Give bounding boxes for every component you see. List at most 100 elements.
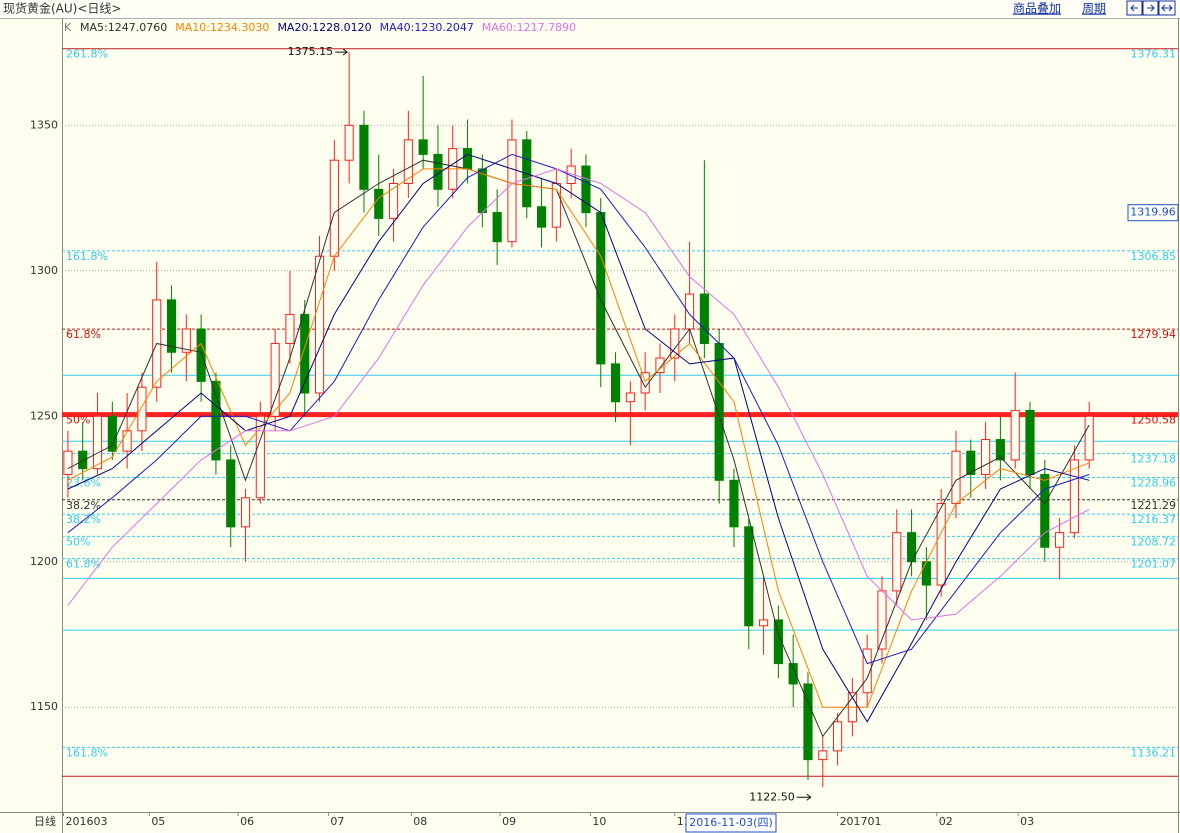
candle-body xyxy=(374,188,384,219)
candle-body xyxy=(1010,409,1020,461)
x-tick-label: 07 xyxy=(330,815,344,828)
level-label: 38.2% xyxy=(66,513,101,526)
header-bar xyxy=(0,0,1180,18)
candle-body xyxy=(818,750,828,761)
level-label: 161.8% xyxy=(66,250,108,263)
cursor-label: 2016-11-03(四) xyxy=(689,816,773,829)
low-label: 1122.50 xyxy=(749,790,795,803)
candle-body xyxy=(433,153,443,190)
candle-body xyxy=(862,648,872,694)
candle-body xyxy=(78,450,88,470)
menu-period[interactable]: 周期 xyxy=(1082,2,1106,16)
candle-body xyxy=(196,328,206,382)
period-label: 日线 xyxy=(34,814,56,828)
candle-body xyxy=(773,619,783,665)
candle-body xyxy=(462,148,473,170)
menu-overlay[interactable]: 商品叠加 xyxy=(1013,1,1061,16)
nav-right-icon xyxy=(1147,4,1155,12)
candle-body xyxy=(255,415,265,499)
level-tag: 1228.96 xyxy=(1131,476,1177,489)
price-tag-box xyxy=(1127,204,1179,222)
candle-body xyxy=(92,415,103,470)
candle-body xyxy=(1069,459,1079,534)
candle-body xyxy=(699,293,709,345)
x-tick-label: 201603 xyxy=(65,815,107,828)
x-tick-label: 10 xyxy=(592,815,606,828)
ma-line xyxy=(67,153,1090,723)
candle-body xyxy=(1040,473,1050,548)
ma-line xyxy=(67,153,1090,665)
cursor-box xyxy=(685,813,777,833)
ma-line xyxy=(67,159,1090,738)
legend-entry: MA20:1228.0120 xyxy=(277,21,371,34)
candle-body xyxy=(300,313,310,394)
candle-body xyxy=(759,619,769,627)
ma-line xyxy=(67,168,1090,708)
candle-body xyxy=(122,430,132,452)
candle-body xyxy=(951,450,961,505)
legend-entry: MA40:1230.2047 xyxy=(380,21,474,34)
high-label: 1375.15 xyxy=(288,45,334,58)
y-tick-label: 1250 xyxy=(30,409,58,422)
candle-body xyxy=(181,328,191,353)
y-tick-label: 1350 xyxy=(30,118,58,131)
ma-line xyxy=(67,168,1090,621)
candle-body xyxy=(492,212,502,243)
candle-body xyxy=(166,299,177,353)
candle-body xyxy=(655,357,665,374)
low-arrow xyxy=(796,793,812,801)
candle-body xyxy=(714,343,724,481)
candle-body xyxy=(211,380,221,461)
candle-body xyxy=(285,313,295,345)
level-tag: 1279.94 xyxy=(1131,328,1177,341)
x-tick-label: 09 xyxy=(502,815,516,828)
candle-body xyxy=(892,532,902,592)
candle-body xyxy=(1055,532,1065,548)
candle-body xyxy=(581,165,591,214)
candle-body xyxy=(833,721,843,752)
x-tick-label: 03 xyxy=(1020,815,1034,828)
candle-body xyxy=(329,159,339,257)
candle-body xyxy=(684,293,695,330)
candle-body xyxy=(240,497,251,528)
high-arrow xyxy=(335,48,348,56)
level-tag: 1208.72 xyxy=(1131,535,1177,548)
candle-body xyxy=(63,450,73,475)
price-tag: 1319.96 xyxy=(1130,206,1176,219)
candle-body xyxy=(981,439,991,475)
level-tag: 1221.29 xyxy=(1131,499,1177,512)
legend-entry: MA5:1247.0760 xyxy=(80,21,167,34)
level-label: 38.2% xyxy=(66,499,101,512)
candle-body xyxy=(137,386,147,432)
level-tag: 1376.31 xyxy=(1131,48,1177,61)
level-tag: 1201.07 xyxy=(1131,558,1177,571)
nav-expand-icon xyxy=(1161,4,1173,12)
level-label: 50% xyxy=(66,414,90,427)
candle-body xyxy=(625,392,635,403)
y-tick-label: 1200 xyxy=(30,555,58,568)
nav-left-icon xyxy=(1130,4,1138,12)
level-tag: 1250.58 xyxy=(1131,414,1177,427)
x-tick-label: 05 xyxy=(151,815,165,828)
candle-body xyxy=(596,212,606,365)
candle-body xyxy=(803,683,813,761)
candle-body xyxy=(966,450,976,475)
candle-body xyxy=(314,255,325,394)
level-tag: 1136.21 xyxy=(1131,746,1177,759)
candle-body xyxy=(477,168,487,214)
level-tag: 1306.85 xyxy=(1131,250,1177,263)
candle-body xyxy=(640,372,650,394)
y-tick-label: 1300 xyxy=(30,264,58,277)
legend-entry: MA10:1234.3030 xyxy=(175,21,269,34)
window-title: 现货黄金(AU)<日线> xyxy=(3,1,121,16)
y-tick-label: 1150 xyxy=(30,700,58,713)
legend-entry: MA60:1217.7890 xyxy=(482,21,576,34)
candle-body xyxy=(936,503,946,586)
candle-body xyxy=(107,415,117,452)
candle-body xyxy=(418,139,428,155)
level-tag: 1216.37 xyxy=(1131,513,1177,526)
level-label: 50% xyxy=(66,535,90,548)
candle-body xyxy=(788,663,798,685)
candle-body xyxy=(507,139,517,243)
